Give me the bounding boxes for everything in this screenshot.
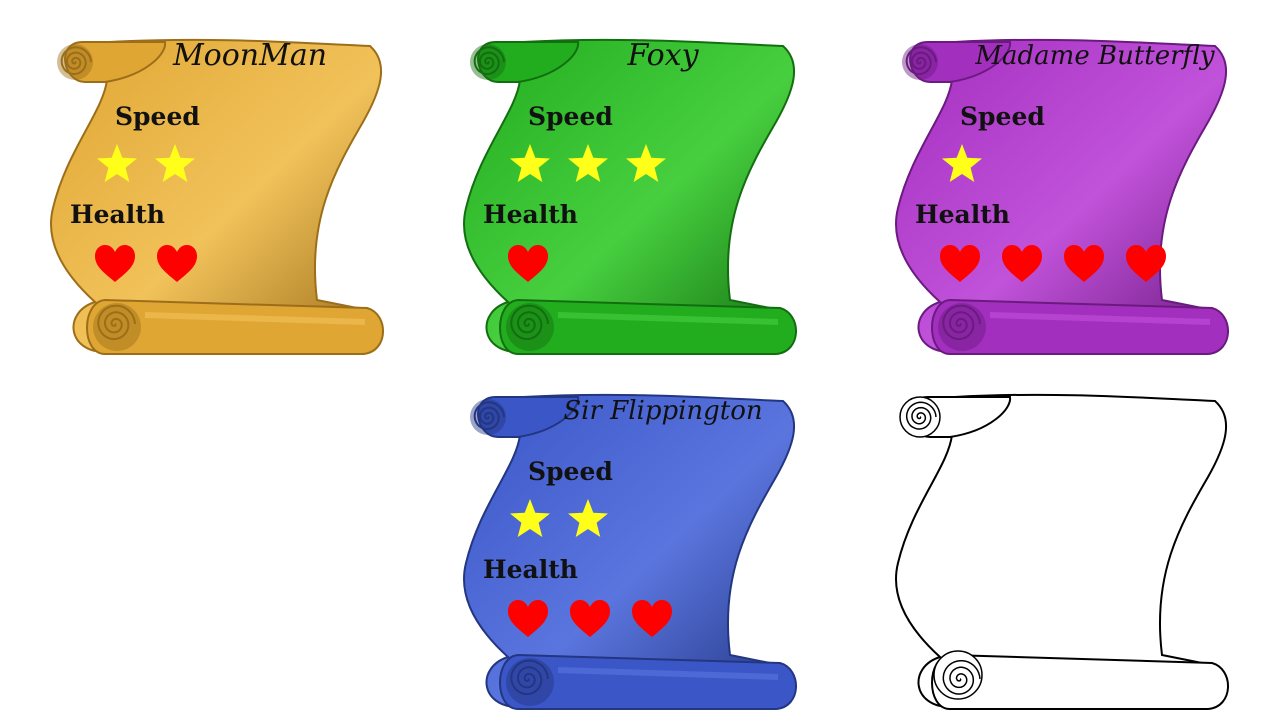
scroll-top-roll <box>909 41 1012 83</box>
scroll-spiral <box>942 659 981 695</box>
scroll-icon <box>463 393 797 710</box>
star-icon <box>626 144 666 182</box>
scroll-spiral <box>473 401 505 430</box>
scroll-spiral <box>510 659 549 695</box>
star-icon <box>942 144 982 182</box>
heart-icon <box>1064 245 1104 282</box>
scroll-top-roll <box>477 396 580 438</box>
speed-label: Speed <box>960 102 1045 131</box>
star-icon <box>510 144 550 182</box>
heart-icon <box>508 245 548 282</box>
scroll-spiral <box>97 304 136 340</box>
star-icon <box>97 144 137 182</box>
speed-label: Speed <box>528 457 613 486</box>
star-icon <box>155 144 195 182</box>
health-label: Health <box>483 200 578 229</box>
scroll-icon <box>895 38 1229 355</box>
speed-label: Speed <box>115 102 200 131</box>
scroll-icon <box>50 38 384 355</box>
scroll-spiral <box>905 401 937 430</box>
scroll-top-roll <box>64 41 167 83</box>
character-card-moonman[interactable]: MoonMan Speed Health <box>45 30 390 360</box>
character-name: MoonMan <box>172 38 328 73</box>
health-label: Health <box>915 200 1010 229</box>
character-name: Foxy <box>627 38 699 73</box>
health-label: Health <box>483 555 578 584</box>
scroll-icon <box>463 38 797 355</box>
health-hearts <box>506 244 550 284</box>
heart-icon <box>940 245 980 282</box>
heart-icon <box>1002 245 1042 282</box>
scroll-spiral <box>905 46 937 75</box>
heart-icon <box>508 600 548 637</box>
heart-icon <box>95 245 135 282</box>
scroll-spiral <box>60 46 92 75</box>
scroll-top-roll <box>477 41 580 83</box>
character-name: Sir Flippington <box>563 396 763 426</box>
character-name: Madame Butterfly <box>975 41 1215 71</box>
speed-stars <box>940 142 984 186</box>
character-card-foxy[interactable]: Foxy Speed Health <box>458 30 803 360</box>
character-card-sir-flippington[interactable]: Sir Flippington Speed Health <box>458 385 803 715</box>
heart-icon <box>157 245 197 282</box>
star-icon <box>510 499 550 537</box>
health-hearts <box>938 244 1168 284</box>
heart-icon <box>632 600 672 637</box>
heart-icon <box>1126 245 1166 282</box>
health-hearts <box>93 244 199 284</box>
health-hearts <box>506 599 674 639</box>
speed-stars <box>508 142 668 186</box>
scroll-spiral <box>473 46 505 75</box>
heart-icon <box>570 600 610 637</box>
scroll-spiral <box>510 304 549 340</box>
scroll-spiral <box>942 304 981 340</box>
health-label: Health <box>70 200 165 229</box>
speed-stars <box>95 142 197 186</box>
star-icon <box>568 144 608 182</box>
scroll-outline-icon <box>895 393 1229 710</box>
speed-label: Speed <box>528 102 613 131</box>
character-card-empty-slot[interactable] <box>890 385 1235 715</box>
character-card-madame-butterfly[interactable]: Madame Butterfly Speed Health <box>890 30 1235 360</box>
speed-stars <box>508 497 610 541</box>
star-icon <box>568 499 608 537</box>
